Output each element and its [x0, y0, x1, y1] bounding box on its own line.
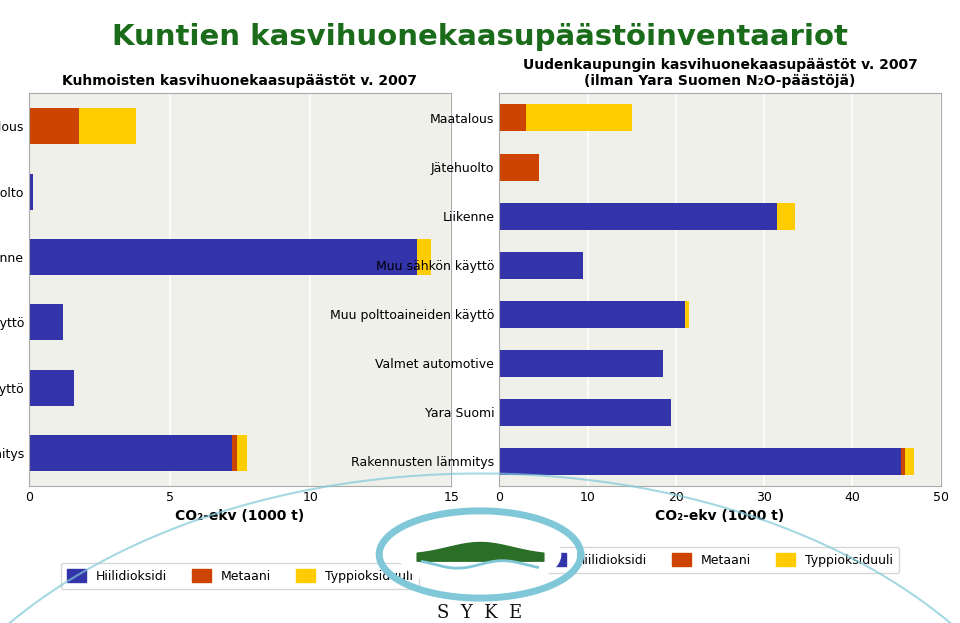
- Bar: [29, 305, 62, 340]
- Bar: [499, 202, 778, 230]
- Bar: [231, 435, 237, 471]
- Bar: [901, 448, 905, 475]
- Title: Kuhmoisten kasvihuonekaasupäästöt v. 2007: Kuhmoisten kasvihuonekaasupäästöt v. 200…: [62, 74, 418, 88]
- Bar: [526, 105, 632, 131]
- Text: Kuntien kasvihuonekaasupäästöinventaariot: Kuntien kasvihuonekaasupäästöinventaario…: [112, 24, 848, 51]
- Bar: [499, 399, 671, 426]
- Bar: [237, 435, 247, 471]
- Bar: [80, 108, 135, 144]
- Bar: [499, 448, 901, 475]
- Bar: [499, 350, 662, 377]
- Bar: [29, 108, 80, 144]
- Bar: [499, 105, 526, 131]
- Bar: [29, 239, 418, 275]
- Bar: [29, 370, 74, 406]
- Text: S  Y  K  E: S Y K E: [438, 604, 522, 622]
- Legend: Hiilidioksidi, Metaani, Typpioksiduuli: Hiilidioksidi, Metaani, Typpioksiduuli: [60, 563, 420, 589]
- Legend: Hiilidioksidi, Metaani, Typpioksiduuli: Hiilidioksidi, Metaani, Typpioksiduuli: [540, 547, 900, 573]
- X-axis label: CO₂-ekv (1000 t): CO₂-ekv (1000 t): [656, 510, 784, 523]
- Bar: [499, 153, 539, 181]
- Title: Uudenkaupungin kasvihuonekaasupäästöt v. 2007
(ilman Yara Suomen N₂O-päästöjä): Uudenkaupungin kasvihuonekaasupäästöt v.…: [522, 58, 918, 88]
- Bar: [905, 448, 914, 475]
- X-axis label: CO₂-ekv (1000 t): CO₂-ekv (1000 t): [176, 510, 304, 523]
- Bar: [29, 435, 231, 471]
- Bar: [684, 301, 689, 328]
- Bar: [29, 174, 33, 209]
- Bar: [778, 202, 795, 230]
- Polygon shape: [399, 520, 561, 589]
- Bar: [499, 301, 684, 328]
- Bar: [418, 239, 431, 275]
- Bar: [499, 252, 583, 278]
